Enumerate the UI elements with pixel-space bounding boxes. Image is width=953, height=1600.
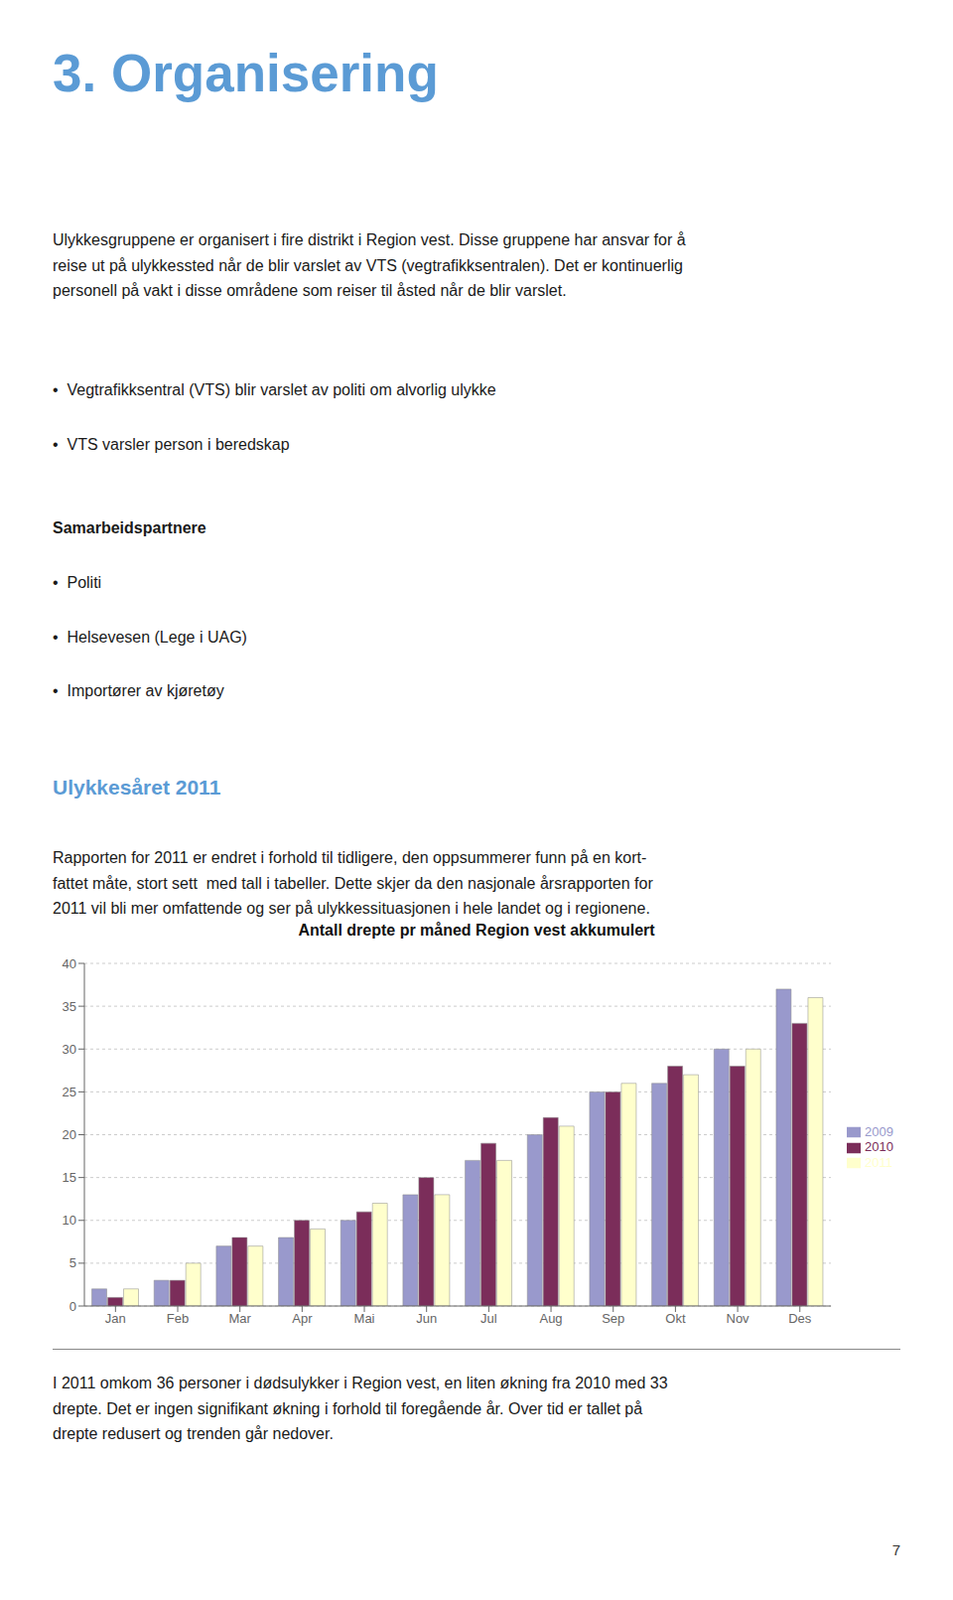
html-text:Antall drepte pr måned Region: Antall drepte pr måned Region vest akkum… — [298, 921, 655, 939]
html-text:2010: 2010 — [864, 1138, 894, 1154]
html-text:Ulykkesgruppene er organisert: Ulykkesgruppene er organisert i fire dis… — [52, 231, 686, 300]
svg-text:Mai: Mai — [354, 1310, 376, 1326]
html-text:• Vegtrafikksentral (VTS) blir: • Vegtrafikksentral (VTS) blir varslet a… — [52, 381, 496, 399]
svg-text:0: 0 — [69, 1298, 77, 1314]
html-text:7: 7 — [892, 1540, 901, 1558]
svg-text:40: 40 — [62, 955, 77, 971]
svg-text:Okt: Okt — [665, 1310, 686, 1326]
html-text:• Politi: • Politi — [52, 573, 102, 591]
html-text:I 2011 omkom 36 personer i død: I 2011 omkom 36 personer i dødsulykker i… — [52, 1373, 668, 1442]
svg-text:Jul: Jul — [480, 1310, 498, 1326]
html-text:Rapporten for 2011 er endret i: Rapporten for 2011 er endret i forhold t… — [52, 848, 654, 917]
html-text:• VTS varsler person i beredsk: • VTS varsler person i beredskap — [52, 435, 290, 453]
svg-text:5: 5 — [69, 1254, 77, 1270]
svg-text:Jan: Jan — [105, 1310, 127, 1326]
svg-text:Mar: Mar — [228, 1310, 252, 1326]
svg-text:25: 25 — [62, 1084, 77, 1099]
html-text:2011: 2011 — [864, 1154, 893, 1170]
svg-text:Jun: Jun — [415, 1310, 437, 1326]
svg-text:20: 20 — [62, 1126, 77, 1142]
svg-text:10: 10 — [62, 1212, 77, 1227]
html-text:3. Organisering: 3. Organisering — [52, 43, 439, 103]
svg-text:Apr: Apr — [291, 1310, 313, 1326]
svg-text:15: 15 — [62, 1169, 77, 1185]
html-text:Ulykkesåret 2011: Ulykkesåret 2011 — [52, 775, 221, 799]
svg-text:35: 35 — [62, 998, 77, 1014]
html-text:• Helsevesen (Lege i UAG): • Helsevesen (Lege i UAG) — [52, 628, 248, 646]
svg-text:Nov: Nov — [726, 1310, 751, 1326]
svg-text:Feb: Feb — [166, 1310, 189, 1326]
html-text:• Importører av kjøretøy: • Importører av kjøretøy — [52, 681, 225, 699]
svg-text:Sep: Sep — [601, 1310, 625, 1326]
svg-text:Des: Des — [788, 1310, 813, 1326]
html-text:2009: 2009 — [864, 1123, 894, 1139]
svg-text:Aug: Aug — [539, 1310, 562, 1326]
html-text:Samarbeidspartnere: Samarbeidspartnere — [52, 519, 207, 537]
svg-text:30: 30 — [62, 1041, 77, 1057]
